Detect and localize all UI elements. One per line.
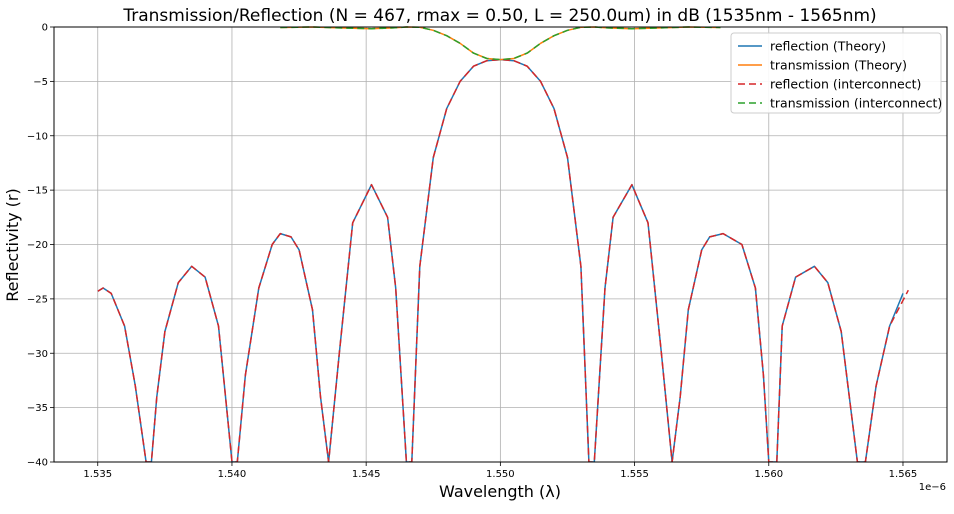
y-tick-label: −10 bbox=[27, 131, 48, 142]
x-tick-label: 1.565 bbox=[889, 469, 918, 480]
x-tick-label: 1.560 bbox=[754, 469, 783, 480]
series-line-3 bbox=[97, 58, 909, 462]
legend: reflection (Theory) transmission (Theory)… bbox=[730, 32, 942, 114]
legend-label: reflection (interconnect) bbox=[770, 77, 921, 92]
x-tick-layer: 1.535 1.540 1.545 1.550 1.555 1.560 1.565 bbox=[83, 462, 917, 480]
x-tick-label: 1.540 bbox=[218, 469, 247, 480]
legend-box bbox=[730, 32, 942, 114]
legend-label: transmission (interconnect) bbox=[770, 96, 942, 111]
x-tick-label: 1.555 bbox=[620, 469, 649, 480]
x-tick-label: 1.545 bbox=[352, 469, 381, 480]
y-tick-layer: 0 −5 −10 −15 −20 −25 −30 −35 −40 bbox=[27, 23, 54, 469]
y-tick-label: −35 bbox=[27, 403, 48, 414]
x-axis-title: Wavelength (λ) bbox=[439, 482, 561, 501]
y-tick-label: 0 bbox=[42, 23, 48, 34]
y-tick-label: −20 bbox=[27, 240, 48, 251]
y-tick-label: −40 bbox=[27, 458, 48, 469]
x-offset-label: 1e−6 bbox=[919, 482, 946, 493]
y-tick-label: −15 bbox=[27, 186, 48, 197]
chart-title: Transmission/Reflection (N = 467, rmax =… bbox=[122, 6, 876, 26]
y-axis-title: Reflectivity (r) bbox=[3, 188, 22, 301]
series-layer bbox=[97, 26, 909, 462]
x-tick-label: 1.535 bbox=[83, 469, 112, 480]
legend-label: transmission (Theory) bbox=[770, 58, 907, 73]
legend-label: reflection (Theory) bbox=[770, 39, 886, 54]
y-tick-label: −5 bbox=[33, 77, 48, 88]
x-tick-label: 1.550 bbox=[486, 469, 515, 480]
series-line-4 bbox=[280, 26, 721, 61]
y-tick-label: −25 bbox=[27, 294, 48, 305]
y-tick-label: −30 bbox=[27, 349, 48, 360]
